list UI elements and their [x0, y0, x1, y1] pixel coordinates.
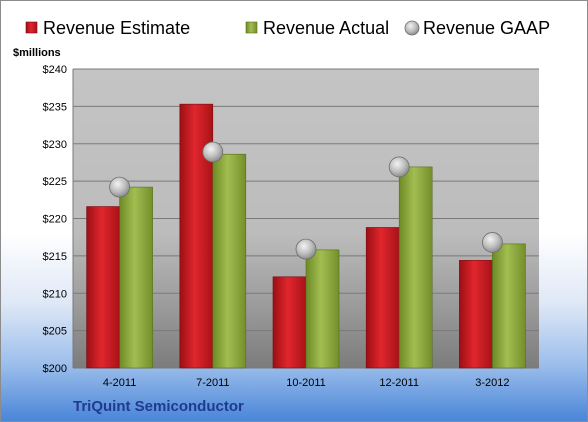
bar-revenue-estimate — [459, 260, 493, 369]
y-tick-label: $220 — [43, 214, 67, 226]
x-tick-label: 10-2011 — [286, 377, 326, 389]
bar-revenue-actual — [305, 249, 340, 369]
bar-revenue-actual — [398, 166, 433, 369]
x-tick-label: 4-2011 — [103, 377, 136, 389]
x-axis-ticks: 4-2011 7-2011 10-2011 12-2011 3-2012 — [103, 377, 510, 389]
bar-revenue-estimate — [86, 206, 120, 369]
y-tick-label: $225 — [43, 176, 67, 188]
gaap-markers — [109, 141, 503, 260]
bar-revenue-actual — [119, 186, 153, 369]
legend: Revenue Estimate Revenue Actual Revenue GA… — [25, 18, 550, 38]
y-tick-label: $230 — [43, 139, 67, 151]
y-axis-ticks: $200 $205 $210 $215 $220 $225 $230 $235 $240 — [43, 64, 67, 375]
x-tick-label: 12-2011 — [379, 377, 419, 389]
legend-label: Revenue Actual — [263, 18, 389, 38]
gaap-marker — [295, 238, 317, 260]
gaap-marker — [109, 176, 130, 198]
gaap-marker — [388, 156, 410, 178]
legend-label: Revenue GAAP — [423, 18, 550, 38]
legend-swatch — [25, 21, 38, 34]
y-axis-unit-label: $millions — [13, 47, 61, 59]
y-tick-label: $200 — [43, 363, 67, 375]
company-name: TriQuint Semiconductor — [73, 398, 244, 415]
bar-revenue-estimate — [365, 227, 400, 369]
bar-revenue-actual — [212, 153, 247, 369]
gaap-marker — [202, 141, 224, 163]
legend-swatch — [404, 20, 420, 36]
x-tick-label: 3-2012 — [475, 377, 509, 389]
bars — [86, 103, 526, 369]
legend-label: Revenue Estimate — [43, 18, 190, 38]
y-tick-label: $205 — [43, 326, 67, 338]
x-tick-label: 7-2011 — [196, 377, 229, 389]
y-tick-label: $240 — [43, 64, 67, 76]
bar-revenue-actual — [492, 243, 526, 369]
legend-swatch — [245, 21, 258, 34]
y-tick-label: $215 — [43, 251, 67, 263]
y-tick-label: $210 — [43, 288, 67, 300]
gaap-marker — [481, 232, 503, 253]
y-tick-label: $235 — [43, 101, 67, 113]
bar-revenue-estimate — [272, 276, 307, 369]
